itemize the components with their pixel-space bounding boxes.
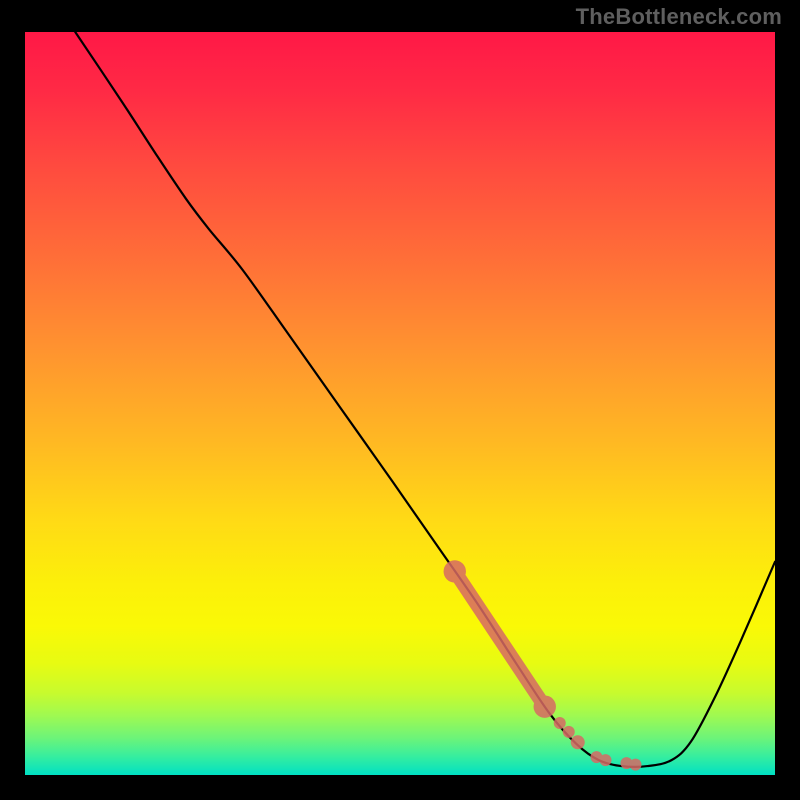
overlay-dot (630, 759, 642, 771)
overlay-dot (554, 717, 566, 729)
overlay-dot (563, 726, 575, 738)
bottleneck-curve (25, 32, 775, 775)
overlay-thick-segment (455, 571, 545, 706)
overlay-cap-end (534, 695, 556, 717)
curve-line (75, 32, 775, 767)
overlay-marker-group (444, 560, 642, 770)
overlay-dot (600, 754, 612, 766)
overlay-cap-start (444, 560, 466, 582)
chart-frame: TheBottleneck.com (0, 0, 800, 800)
plot-area (25, 32, 775, 775)
overlay-dot (571, 735, 585, 749)
attribution-text: TheBottleneck.com (576, 4, 782, 30)
